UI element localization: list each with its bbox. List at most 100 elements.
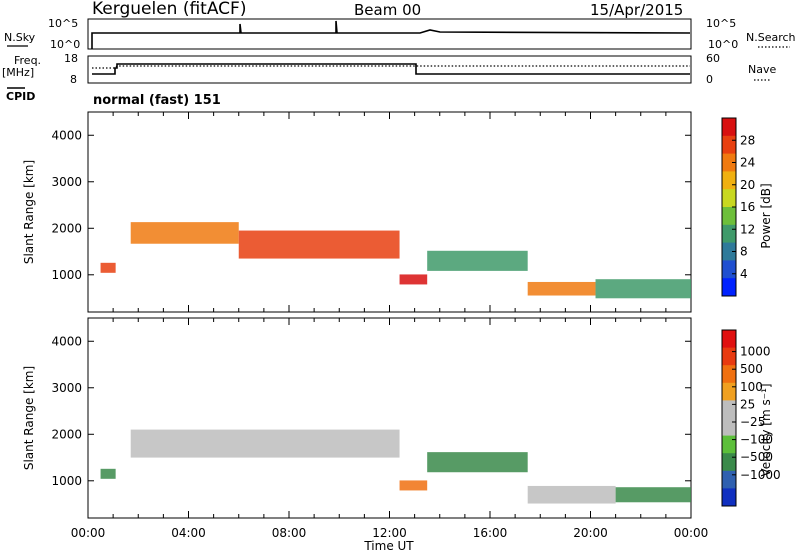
velocity-colorbar-tick-label-5: −100 bbox=[740, 433, 773, 447]
power-colorbar-swatch-3 bbox=[722, 171, 736, 190]
power-scatter bbox=[100, 222, 691, 299]
freq-tick-bottom: 8 bbox=[70, 73, 77, 86]
velocity-panel-frame bbox=[87, 317, 692, 519]
velocity-colorbar-swatch-3 bbox=[722, 382, 736, 401]
velocity-band-2 bbox=[399, 480, 428, 491]
nave-label: Nave bbox=[748, 63, 776, 76]
power-colorbar-swatch-4 bbox=[722, 189, 736, 208]
power-colorbar-tick-label-6: 28 bbox=[740, 133, 755, 147]
velocity-colorbar-frame bbox=[721, 329, 737, 507]
power-colorbar-swatch-5 bbox=[722, 207, 736, 226]
velocity-colorbar-swatch-0 bbox=[722, 330, 736, 349]
power-band-1 bbox=[130, 222, 239, 244]
power-colorbar-tick-label-2: 12 bbox=[740, 222, 755, 236]
power-panel-frame bbox=[87, 111, 692, 313]
freq-trace bbox=[92, 63, 690, 75]
power-panel: 1000 2000 3000 4000 Slant Range [km] bbox=[22, 111, 692, 313]
velocity-colorbar-swatch-2 bbox=[722, 365, 736, 384]
power-colorbar-swatch-2 bbox=[722, 153, 736, 172]
time-tick-label-2: 08:00 bbox=[272, 526, 307, 540]
power-band-2 bbox=[238, 230, 400, 259]
power-colorbar-tick-label-3: 16 bbox=[740, 200, 755, 214]
power-colorbar-tick-label-0: 4 bbox=[740, 267, 748, 281]
velocity-colorbar-tick-label-2: 100 bbox=[740, 380, 763, 394]
time-tick-label-4: 16:00 bbox=[473, 526, 508, 540]
power-ylabel: Slant Range [km] bbox=[22, 160, 36, 264]
power-band-4 bbox=[427, 250, 528, 271]
velocity-colorbar-swatch-4 bbox=[722, 400, 736, 419]
velocity-ytick-label-0: 1000 bbox=[51, 474, 82, 488]
velocity-colorbar-tick-label-7: −1000 bbox=[740, 468, 781, 482]
nave-trace bbox=[92, 65, 690, 69]
velocity-colorbar-tick-label-4: −25 bbox=[740, 415, 765, 429]
power-band-3 bbox=[399, 274, 428, 285]
power-band-0 bbox=[100, 262, 116, 273]
time-tick-label-6: 00:00 bbox=[674, 526, 709, 540]
noise-left-label: N.Sky bbox=[4, 31, 36, 44]
velocity-ylabel: Slant Range [km] bbox=[22, 366, 36, 470]
velocity-ytick-label-1: 2000 bbox=[51, 427, 82, 441]
velocity-colorbar-swatch-8 bbox=[722, 470, 736, 489]
velocity-band-0 bbox=[100, 468, 116, 479]
date-label: 15/Apr/2015 bbox=[590, 1, 683, 19]
noise-right-tick-top: 10^5 bbox=[706, 17, 736, 30]
nave-tick-top: 60 bbox=[706, 52, 720, 65]
freq-left-label-1: Freq. bbox=[14, 54, 41, 67]
power-colorbar-tick-label-4: 20 bbox=[740, 178, 755, 192]
freq-left-label-2: [MHz] bbox=[2, 66, 34, 79]
time-tick-label-1: 04:00 bbox=[171, 526, 206, 540]
velocity-scatter bbox=[100, 429, 691, 504]
power-ytick-label-0: 1000 bbox=[51, 268, 82, 282]
time-axis: 00:00 04:00 08:00 12:00 16:00 20:00 00:00 bbox=[71, 526, 709, 540]
noise-left-tick-top: 10^5 bbox=[48, 17, 78, 30]
noise-panel-frame bbox=[87, 18, 692, 50]
power-colorbar-swatch-6 bbox=[722, 224, 736, 244]
time-tick-label-0: 00:00 bbox=[71, 526, 106, 540]
velocity-colorbar-label: Velocity [m s⁻¹] bbox=[759, 383, 773, 476]
power-axes: 1000 2000 3000 4000 bbox=[51, 112, 692, 312]
time-axis-label: Time UT bbox=[363, 539, 414, 553]
velocity-colorbar-swatch-7 bbox=[722, 453, 736, 472]
velocity-axes: 1000 2000 3000 4000 bbox=[51, 318, 692, 518]
power-ytick-label-1: 2000 bbox=[51, 221, 82, 235]
power-colorbar-swatch-0 bbox=[722, 118, 736, 137]
time-tick-label-3: 12:00 bbox=[372, 526, 407, 540]
velocity-band-3 bbox=[427, 452, 528, 473]
power-ytick-label-2: 3000 bbox=[51, 175, 82, 189]
power-colorbar-swatch-1 bbox=[722, 135, 736, 155]
velocity-band-1 bbox=[130, 429, 400, 458]
power-colorbar: 4 8 12 16 20 24 28 bbox=[721, 117, 755, 297]
freq-panel-frame bbox=[87, 55, 692, 84]
power-colorbar-swatch-8 bbox=[722, 260, 736, 279]
noise-right-tick-bottom: 10^0 bbox=[708, 38, 738, 51]
velocity-panel: 1000 2000 3000 4000 Slant Range [km] bbox=[22, 317, 692, 519]
velocity-colorbar-swatch-9 bbox=[722, 488, 736, 507]
velocity-colorbar: 1000 500 100 25 −25 −100 −500 −1000 bbox=[721, 329, 781, 507]
cpid-label: CPID bbox=[6, 90, 35, 103]
freq-tick-top: 18 bbox=[64, 52, 78, 65]
power-band-5 bbox=[527, 281, 596, 296]
velocity-band-5 bbox=[615, 487, 691, 503]
velocity-colorbar-tick-label-3: 25 bbox=[740, 397, 755, 411]
power-colorbar-swatch-7 bbox=[722, 242, 736, 261]
velocity-colorbar-tick-label-6: −500 bbox=[740, 450, 773, 464]
velocity-colorbar-swatch-6 bbox=[722, 435, 736, 454]
noise-sky-trace bbox=[91, 20, 691, 49]
velocity-ytick-label-2: 3000 bbox=[51, 381, 82, 395]
power-band-6 bbox=[595, 279, 691, 299]
station-title: Kerguelen (fitACF) bbox=[92, 0, 246, 19]
velocity-colorbar-tick-label-0: 1000 bbox=[740, 345, 771, 359]
velocity-colorbar-tick-label-1: 500 bbox=[740, 362, 763, 376]
velocity-band-4 bbox=[527, 485, 616, 504]
power-colorbar-tick-label-1: 8 bbox=[740, 245, 748, 259]
noise-right-label: N.Search bbox=[746, 31, 796, 44]
cpid-text: normal (fast) 151 bbox=[93, 93, 221, 108]
power-ytick-label-3: 4000 bbox=[51, 128, 82, 142]
velocity-ytick-label-3: 4000 bbox=[51, 334, 82, 348]
noise-left-tick-bottom: 10^0 bbox=[50, 38, 80, 51]
beam-label: Beam 00 bbox=[354, 1, 421, 19]
power-colorbar-label: Power [dB] bbox=[759, 183, 773, 248]
time-tick-label-5: 20:00 bbox=[573, 526, 608, 540]
power-colorbar-tick-label-5: 24 bbox=[740, 156, 755, 170]
